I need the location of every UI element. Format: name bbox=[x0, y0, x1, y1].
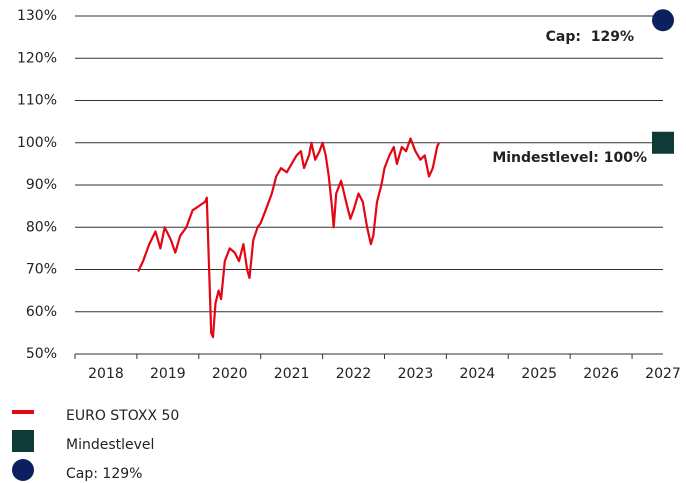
marker-circle bbox=[652, 9, 674, 32]
legend-swatch bbox=[12, 459, 34, 481]
y-tick-label: 90% bbox=[26, 177, 57, 193]
legend-label: Cap: 129% bbox=[66, 466, 142, 482]
y-tick-label: 110% bbox=[17, 93, 57, 109]
marker-square bbox=[652, 131, 674, 154]
y-tick-label: 70% bbox=[26, 262, 57, 278]
marker-label: Cap: 129% bbox=[546, 29, 634, 45]
x-tick-label: 2026 bbox=[583, 366, 619, 382]
marker-label: Mindestlevel: 100% bbox=[492, 150, 647, 166]
x-tick-label: 2025 bbox=[521, 366, 557, 382]
x-tick-label: 2018 bbox=[88, 366, 124, 382]
y-tick-label: 130% bbox=[17, 8, 57, 24]
x-tick-label: 2019 bbox=[150, 366, 186, 382]
y-tick-label: 80% bbox=[26, 219, 57, 235]
legend-label: EURO STOXX 50 bbox=[66, 408, 179, 424]
y-tick-label: 120% bbox=[17, 50, 57, 66]
x-tick-label: 2020 bbox=[212, 366, 248, 382]
x-tick-label: 2024 bbox=[459, 366, 495, 382]
legend-label: Mindestlevel bbox=[66, 437, 154, 453]
x-tick-label: 2021 bbox=[274, 366, 310, 382]
x-tick-label: 2023 bbox=[398, 366, 434, 382]
y-tick-label: 50% bbox=[26, 346, 57, 362]
y-tick-label: 60% bbox=[26, 304, 57, 320]
legend-swatch bbox=[12, 430, 34, 452]
x-tick-label: 2022 bbox=[336, 366, 372, 382]
x-tick-label: 2027 bbox=[645, 366, 681, 382]
y-tick-label: 100% bbox=[17, 135, 57, 151]
series-line bbox=[137, 137, 440, 339]
legend-swatch bbox=[12, 410, 34, 414]
